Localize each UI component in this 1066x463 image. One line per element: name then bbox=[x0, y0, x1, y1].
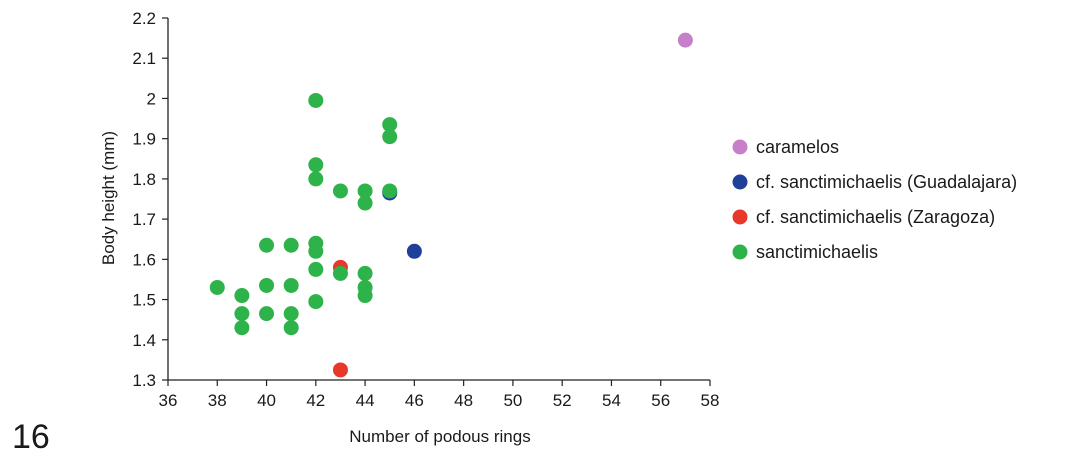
data-point bbox=[308, 157, 324, 173]
data-point bbox=[357, 183, 373, 199]
data-point bbox=[357, 265, 373, 281]
x-tick-label: 38 bbox=[208, 391, 227, 410]
data-point bbox=[234, 306, 250, 322]
x-tick-label: 54 bbox=[602, 391, 621, 410]
data-point bbox=[382, 183, 398, 199]
x-tick-label: 42 bbox=[306, 391, 325, 410]
x-tick-label: 36 bbox=[159, 391, 178, 410]
data-point bbox=[234, 288, 250, 304]
legend-label: cf. sanctimichaelis (Zaragoza) bbox=[756, 207, 995, 227]
data-point bbox=[332, 362, 348, 378]
y-axis-ticks: 1.3 1.4 1.5 1.6 1.7 1.8 1.9 2 2.1 2.2 bbox=[132, 9, 168, 390]
data-point bbox=[259, 306, 275, 322]
data-point bbox=[283, 277, 299, 293]
data-point bbox=[357, 288, 373, 304]
data-point bbox=[357, 195, 373, 211]
data-point bbox=[406, 243, 422, 259]
y-tick-label: 1.6 bbox=[132, 250, 156, 269]
y-tick-label: 2 bbox=[147, 89, 156, 108]
y-tick-label: 1.7 bbox=[132, 210, 156, 229]
data-point bbox=[332, 265, 348, 281]
legend-marker bbox=[732, 244, 748, 260]
legend-label: cf. sanctimichaelis (Guadalajara) bbox=[756, 172, 1017, 192]
x-tick-label: 44 bbox=[356, 391, 375, 410]
x-axis-title: Number of podous rings bbox=[349, 427, 530, 446]
legend: caramelos cf. sanctimichaelis (Guadalajar… bbox=[732, 137, 1017, 262]
data-point bbox=[308, 171, 324, 187]
legend-marker bbox=[732, 174, 748, 190]
x-tick-label: 48 bbox=[454, 391, 473, 410]
data-point bbox=[308, 243, 324, 259]
x-axis-ticks: 36 38 40 42 44 46 48 50 52 54 56 58 bbox=[159, 380, 720, 410]
data-point bbox=[209, 279, 225, 295]
x-tick-label: 52 bbox=[553, 391, 572, 410]
axes bbox=[167, 18, 710, 381]
legend-marker bbox=[732, 209, 748, 225]
x-tick-label: 58 bbox=[701, 391, 720, 410]
legend-label: caramelos bbox=[756, 137, 839, 157]
y-tick-label: 1.3 bbox=[132, 371, 156, 390]
data-points bbox=[209, 32, 693, 378]
data-point bbox=[259, 237, 275, 253]
data-point bbox=[308, 92, 324, 108]
data-point bbox=[259, 277, 275, 293]
data-point bbox=[234, 320, 250, 336]
data-point bbox=[382, 129, 398, 145]
figure-number: 16 bbox=[12, 418, 50, 456]
data-point bbox=[308, 261, 324, 277]
y-tick-label: 1.8 bbox=[132, 170, 156, 189]
x-tick-label: 40 bbox=[257, 391, 276, 410]
x-tick-label: 56 bbox=[651, 391, 670, 410]
data-point bbox=[308, 294, 324, 310]
y-tick-label: 1.4 bbox=[132, 331, 156, 350]
legend-marker bbox=[732, 139, 748, 155]
y-axis-title: Body height (mm) bbox=[99, 131, 118, 265]
y-tick-label: 1.9 bbox=[132, 130, 156, 149]
legend-label: sanctimichaelis bbox=[756, 242, 878, 262]
y-tick-label: 2.1 bbox=[132, 49, 156, 68]
x-tick-label: 50 bbox=[503, 391, 522, 410]
data-point bbox=[283, 306, 299, 322]
y-tick-label: 2.2 bbox=[132, 9, 156, 28]
data-point bbox=[283, 237, 299, 253]
y-tick-label: 1.5 bbox=[132, 291, 156, 310]
data-point bbox=[283, 320, 299, 336]
data-point bbox=[332, 183, 348, 199]
data-point bbox=[382, 117, 398, 133]
x-tick-label: 46 bbox=[405, 391, 424, 410]
data-point bbox=[677, 32, 693, 48]
